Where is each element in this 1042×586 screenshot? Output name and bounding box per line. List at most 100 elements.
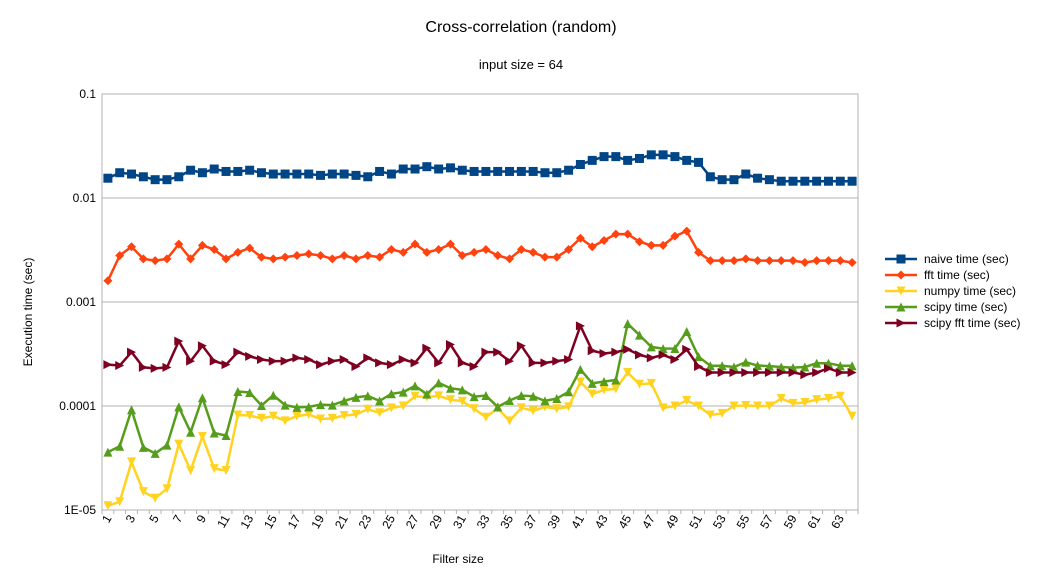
data-point-s0-53 xyxy=(717,175,727,185)
data-point-s4-39 xyxy=(552,356,562,366)
data-point-s1-34 xyxy=(493,250,503,260)
x-tick-label: 51 xyxy=(686,512,705,531)
data-point-s1-39 xyxy=(552,252,562,262)
data-point-s3-1 xyxy=(103,447,113,457)
data-point-s3-33 xyxy=(481,391,491,401)
data-point-s1-13 xyxy=(245,243,255,253)
data-point-s4-19 xyxy=(316,360,326,370)
data-point-s4-2 xyxy=(115,361,125,371)
data-point-s2-7 xyxy=(174,439,184,449)
data-point-s2-63 xyxy=(835,391,845,401)
data-point-s1-9 xyxy=(197,240,207,250)
data-point-s4-49 xyxy=(670,354,680,364)
data-point-s1-31 xyxy=(457,250,467,260)
data-point-s2-13 xyxy=(245,411,255,421)
data-point-s4-47 xyxy=(646,353,656,363)
data-point-s0-52 xyxy=(705,172,715,182)
data-point-s3-25 xyxy=(386,389,396,399)
legend-swatch xyxy=(885,302,917,312)
data-point-s4-9 xyxy=(197,341,207,351)
data-point-s0-39 xyxy=(552,168,562,178)
data-point-s2-45 xyxy=(623,367,633,377)
data-point-s1-46 xyxy=(634,237,644,247)
data-point-s4-18 xyxy=(304,354,314,364)
data-point-s0-49 xyxy=(670,152,680,162)
data-point-s3-2 xyxy=(115,441,125,451)
data-point-s3-51 xyxy=(694,352,704,362)
data-point-s0-43 xyxy=(599,152,609,162)
data-point-s2-59 xyxy=(788,398,798,408)
data-point-s0-50 xyxy=(682,155,692,165)
data-point-s2-10 xyxy=(209,464,219,474)
data-point-s0-6 xyxy=(162,175,172,185)
x-tick-label: 45 xyxy=(615,512,634,531)
data-point-s1-44 xyxy=(611,229,621,239)
data-point-s2-53 xyxy=(717,408,727,418)
x-tick-label: 39 xyxy=(545,512,564,531)
data-point-s4-58 xyxy=(776,367,786,377)
data-point-s4-64 xyxy=(847,367,857,377)
legend-label: scipy time (sec) xyxy=(924,300,1008,314)
data-point-s1-5 xyxy=(150,256,160,266)
data-point-s1-62 xyxy=(823,256,833,266)
data-point-s1-16 xyxy=(280,252,290,262)
data-point-s2-21 xyxy=(339,411,349,421)
data-point-s1-64 xyxy=(847,257,857,267)
data-point-s2-52 xyxy=(705,410,715,420)
data-point-s4-20 xyxy=(327,356,337,366)
y-tick-label: 0.0001 xyxy=(59,399,96,413)
data-point-s2-23 xyxy=(363,404,373,414)
data-point-s0-33 xyxy=(481,166,491,176)
legend-label: scipy fft time (sec) xyxy=(924,316,1021,330)
legend-marker xyxy=(896,302,906,312)
x-tick-label: 15 xyxy=(261,512,280,531)
data-point-s2-25 xyxy=(386,403,396,413)
data-point-s1-45 xyxy=(623,229,633,239)
data-point-s2-11 xyxy=(221,465,231,475)
data-point-s0-32 xyxy=(469,166,479,176)
x-tick-label: 33 xyxy=(474,512,493,531)
data-point-s3-50 xyxy=(682,327,692,337)
data-point-s0-47 xyxy=(646,150,656,160)
data-point-s3-23 xyxy=(363,391,373,401)
data-point-s0-22 xyxy=(351,170,361,180)
data-point-s4-51 xyxy=(694,361,704,371)
chart-title: Cross-correlation (random) xyxy=(425,19,617,36)
y-tick-label: 0.1 xyxy=(79,87,96,101)
data-point-s4-55 xyxy=(741,367,751,377)
x-tick-label: 3 xyxy=(123,512,139,525)
data-point-s3-18 xyxy=(304,402,314,412)
data-point-s0-20 xyxy=(327,169,337,179)
data-point-s0-10 xyxy=(209,164,219,174)
data-point-s2-50 xyxy=(682,395,692,405)
data-point-s4-32 xyxy=(469,361,479,371)
data-point-s2-57 xyxy=(764,401,774,411)
x-tick-label: 17 xyxy=(285,512,304,531)
data-point-s4-57 xyxy=(764,367,774,377)
data-point-s4-6 xyxy=(162,362,172,372)
data-point-s0-9 xyxy=(197,168,207,178)
data-point-s3-41 xyxy=(575,364,585,374)
data-point-s1-58 xyxy=(776,256,786,266)
x-tick-label: 5 xyxy=(146,512,162,525)
data-point-s3-8 xyxy=(186,427,196,437)
data-point-s2-26 xyxy=(398,401,408,411)
data-point-s0-36 xyxy=(516,166,526,176)
data-point-s4-53 xyxy=(717,367,727,377)
series-line-3 xyxy=(107,322,853,455)
x-tick-label: 31 xyxy=(450,512,469,531)
data-point-s0-4 xyxy=(138,172,148,182)
data-point-s3-34 xyxy=(493,402,503,412)
data-point-s0-1 xyxy=(103,173,113,183)
data-point-s0-24 xyxy=(375,166,385,176)
data-point-s0-29 xyxy=(434,164,444,174)
data-point-s0-64 xyxy=(847,176,857,186)
data-point-s4-14 xyxy=(256,354,266,364)
data-point-s1-29 xyxy=(434,244,444,254)
data-point-s2-12 xyxy=(233,410,243,420)
data-point-s2-33 xyxy=(481,412,491,422)
data-point-s2-58 xyxy=(776,394,786,404)
data-point-s3-45 xyxy=(623,319,633,329)
data-point-s2-43 xyxy=(599,385,609,395)
legend-label: fft time (sec) xyxy=(924,268,990,282)
